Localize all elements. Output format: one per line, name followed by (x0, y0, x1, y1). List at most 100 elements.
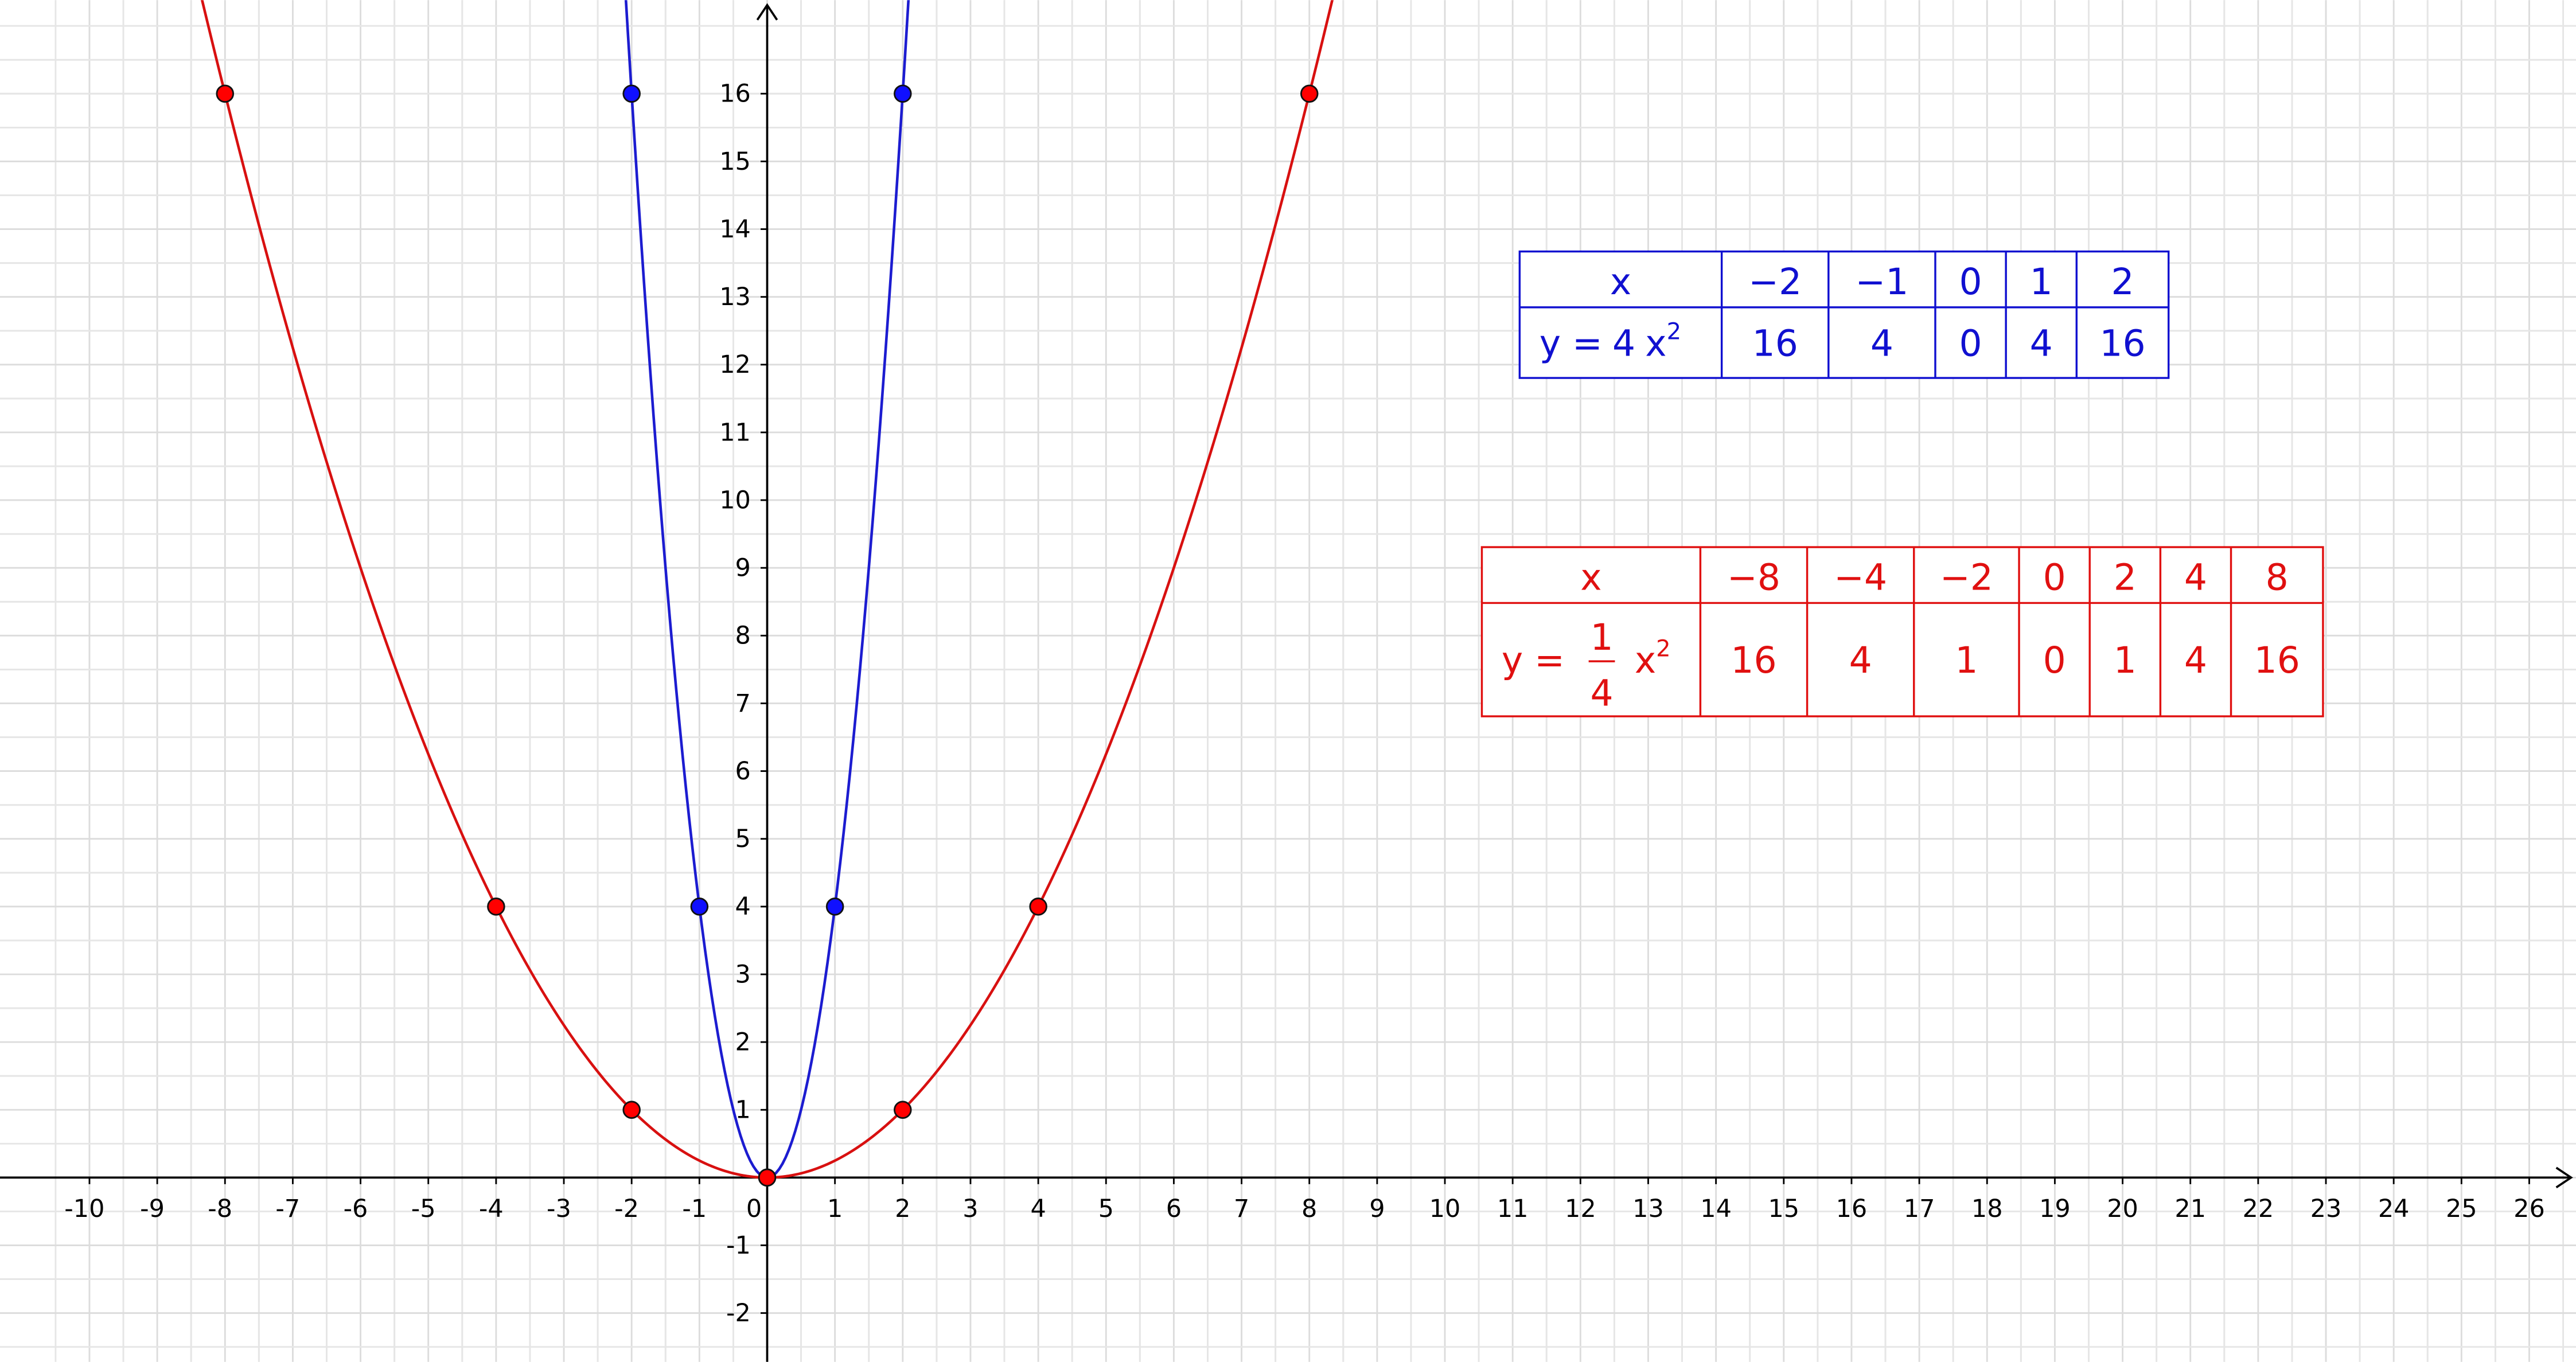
x-tick-label: -8 (208, 1195, 232, 1223)
y-tick-label: 9 (735, 554, 751, 583)
x-tick-label: 21 (2174, 1195, 2206, 1223)
table-header-cell: x (1580, 557, 1601, 599)
table-header-cell: −2 (1940, 557, 1993, 599)
x-tick-label: 17 (1904, 1195, 1935, 1223)
table-header-cell: −4 (1834, 557, 1887, 599)
x-tick-label: 24 (2378, 1195, 2410, 1223)
x-tick-label: -9 (140, 1195, 165, 1223)
x-tick-label: 11 (1497, 1195, 1529, 1223)
x-tick-label: 5 (1098, 1195, 1114, 1223)
x-tick-label: 0 (746, 1195, 762, 1223)
table-header-cell: 0 (1959, 261, 1982, 303)
point (622, 84, 641, 103)
y-tick-label: 13 (719, 283, 751, 311)
y-tick-label: 16 (719, 80, 751, 108)
x-axis-arrow (2555, 1166, 2573, 1189)
x-tick-label: -2 (614, 1195, 639, 1223)
y-tick-label: 5 (735, 825, 751, 853)
table: x −2 −1 0 1 216 4 0 4 16y = 4 x2 (1518, 250, 2170, 379)
label-exp: 2 (1656, 636, 1671, 662)
point (690, 897, 709, 916)
curve (200, 0, 1334, 1179)
x-tick-label: 1 (827, 1195, 843, 1223)
y-tick-label: 14 (719, 215, 751, 244)
x-tick-label: 25 (2446, 1195, 2477, 1223)
point (758, 1168, 777, 1187)
x-tick-label: 20 (2107, 1195, 2138, 1223)
table-cell: 16 (2254, 639, 2300, 681)
x-tick-label: -7 (275, 1195, 300, 1223)
x-tick-label: 10 (1429, 1195, 1461, 1223)
y-tick-label: 8 (735, 622, 751, 650)
x-tick-label: 9 (1369, 1195, 1385, 1223)
table-header-cell: −8 (1727, 557, 1780, 599)
point (622, 1100, 641, 1119)
x-tick-label: 3 (962, 1195, 978, 1223)
table-border (1518, 250, 2170, 379)
table-cell: 4 (2184, 639, 2207, 681)
point (825, 897, 844, 916)
table-cell: 0 (2043, 639, 2066, 681)
table-header-cell: 0 (2043, 557, 2066, 599)
point (894, 84, 912, 103)
x-tick-label: 13 (1632, 1195, 1664, 1223)
x-tick-label: 14 (1700, 1195, 1732, 1223)
table-label-lhs: y = (1502, 639, 1565, 681)
table-label: y = 4 x2 (1540, 319, 1681, 365)
table-cell: 0 (1959, 322, 1982, 364)
table-header-cell: 1 (2030, 261, 2053, 303)
table-header-cell: 2 (2111, 261, 2134, 303)
x-tick-label: 8 (1301, 1195, 1317, 1223)
point (487, 897, 505, 916)
table-cell: 4 (1870, 322, 1893, 364)
x-tick-label: -4 (479, 1195, 504, 1223)
table-cell: 16 (2099, 322, 2145, 364)
y-tick-label: 2 (735, 1028, 751, 1056)
label-den: 4 (1591, 672, 1614, 714)
table-header-cell: 2 (2114, 557, 2137, 599)
label-var: x (1635, 639, 1656, 681)
label-lhs: y = (1540, 322, 1603, 364)
x-tick-label: 7 (1234, 1195, 1249, 1223)
table-cell: 4 (2030, 322, 2053, 364)
y-tick-label: 6 (735, 757, 751, 786)
y-tick-label: 10 (719, 486, 751, 514)
table-cell: 1 (2114, 639, 2137, 681)
point (216, 84, 235, 103)
x-tick-label: 15 (1768, 1195, 1799, 1223)
x-tick-label: 16 (1836, 1195, 1868, 1223)
y-tick-label: -2 (726, 1299, 751, 1328)
x-tick-label: 23 (2310, 1195, 2342, 1223)
x-tick-label: 4 (1030, 1195, 1046, 1223)
y-tick-label: 11 (719, 418, 751, 447)
y-tick-label: 4 (735, 892, 751, 921)
y-tick-label: 15 (719, 147, 751, 176)
x-tick-label: 2 (895, 1195, 910, 1223)
x-tick-label: -10 (64, 1195, 104, 1223)
table-label-var: x2 (1635, 636, 1671, 682)
x-tick-label: -5 (411, 1195, 436, 1223)
label-var: x (1645, 322, 1666, 364)
x-tick-label: 22 (2243, 1195, 2274, 1223)
label-coef: 4 (1612, 322, 1635, 364)
point (894, 1100, 912, 1119)
table-header-cell: x (1610, 261, 1631, 303)
point (1300, 84, 1319, 103)
table-border (1480, 546, 2324, 717)
x-tick-label: -1 (682, 1195, 707, 1223)
x-tick-label: 26 (2513, 1195, 2545, 1223)
x-tick-label: -6 (344, 1195, 368, 1223)
label-num: 1 (1591, 616, 1614, 658)
point (1029, 897, 1047, 916)
table-cell: 16 (1752, 322, 1798, 364)
table-header-cell: 8 (2266, 557, 2289, 599)
table-cell: 4 (1849, 639, 1872, 681)
x-tick-label: 12 (1565, 1195, 1596, 1223)
x-tick-label: 19 (2039, 1195, 2071, 1223)
table-header-cell: 4 (2184, 557, 2207, 599)
table-cell: 16 (1731, 639, 1776, 681)
x-tick-label: 6 (1166, 1195, 1182, 1223)
y-tick-label: 1 (735, 1096, 751, 1125)
